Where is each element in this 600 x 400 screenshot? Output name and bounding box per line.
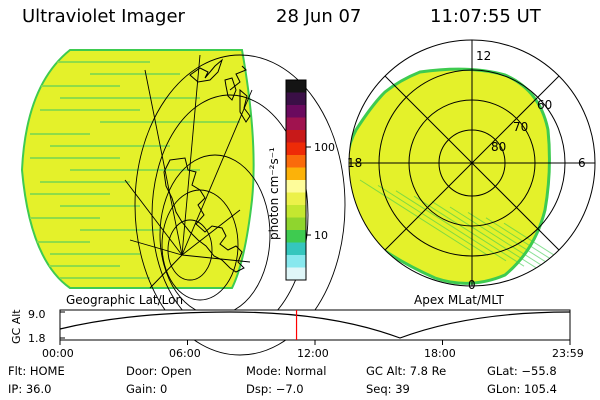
x-tick-0000: 00:00 <box>42 347 74 360</box>
status-glon: GLon: 105.4 <box>487 382 557 396</box>
colorbar-band <box>286 180 306 193</box>
colorbar-label: photon cm⁻²s⁻¹ <box>267 147 281 240</box>
colorbar-band <box>286 242 306 256</box>
coastline <box>163 58 251 273</box>
status-gc-alt: GC Alt: 7.8 Re <box>366 364 447 378</box>
polar-stripe <box>431 201 543 273</box>
mlt-label-18: 18 <box>347 156 362 170</box>
mlat-label-70: 70 <box>513 120 528 134</box>
altitude-axis-label: GC Alt <box>10 309 23 344</box>
colorbar-band <box>286 155 306 168</box>
y-tick-1.8: 1.8 <box>28 332 46 345</box>
polar-stripe <box>359 179 471 251</box>
colorbar-band <box>286 105 306 118</box>
status-door: Door: Open <box>126 364 192 378</box>
status-seq: Seq: 39 <box>366 382 410 396</box>
status-ip: IP: 36.0 <box>8 382 52 396</box>
x-tick-1200: 12:00 <box>297 347 329 360</box>
mlat-label-80: 80 <box>491 140 506 154</box>
y-tick-9: 9.0 <box>28 308 46 321</box>
colorbar-band <box>286 142 306 156</box>
colorbar-band <box>286 80 306 93</box>
geographic-panel-label: Geographic Lat/Lon <box>66 293 184 307</box>
apex-panel-label: Apex MLat/MLT <box>414 293 504 307</box>
x-tick-0600: 06:00 <box>169 347 201 360</box>
status-flt: Flt: HOME <box>8 364 65 378</box>
date-label: 28 Jun 07 <box>276 6 362 27</box>
polar-stripe <box>395 190 507 262</box>
altitude-curve <box>59 311 571 339</box>
colorbar-tick-10: 10 <box>314 229 328 242</box>
x-tick-1800: 18:00 <box>424 347 456 360</box>
time-label: 11:07:55 UT <box>430 6 541 27</box>
status-mode: Mode: Normal <box>246 364 327 378</box>
colorbar-band <box>286 267 306 281</box>
polar-grid <box>348 39 596 287</box>
colorbar-band <box>286 130 306 143</box>
colorbar-tick-100: 100 <box>314 141 335 154</box>
colorbar-band <box>286 92 306 106</box>
mlt-label-12: 12 <box>476 49 491 63</box>
colorbar-band <box>286 117 306 131</box>
colorbar-band <box>286 205 306 218</box>
mlt-label-0: 0 <box>468 278 476 292</box>
status-glat: GLat: −55.8 <box>487 364 557 378</box>
x-tick-2359: 23:59 <box>552 347 584 360</box>
status-gain: Gain: 0 <box>126 382 168 396</box>
colorbar-band <box>286 230 306 243</box>
mlat-label-60: 60 <box>537 98 552 112</box>
instrument-title: Ultraviolet Imager <box>22 6 185 27</box>
colorbar-band <box>286 217 306 231</box>
colorbar-band <box>286 192 306 206</box>
colorbar-band <box>286 255 306 268</box>
polar-stripe <box>377 184 489 256</box>
colorbar-band <box>286 167 306 181</box>
status-dsp: Dsp: −7.0 <box>246 382 304 396</box>
polar-stripe <box>413 195 525 267</box>
mlt-label-6: 6 <box>578 156 586 170</box>
